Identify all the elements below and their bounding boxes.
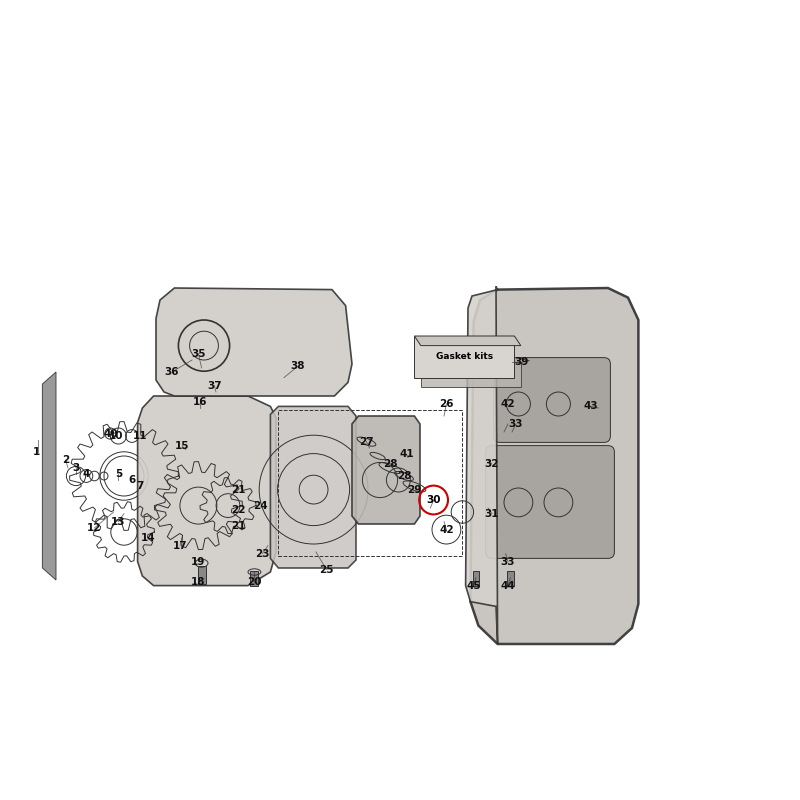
Text: 6: 6 — [128, 475, 136, 485]
Bar — [198, 566, 206, 584]
Text: 15: 15 — [175, 442, 190, 451]
Text: 36: 36 — [165, 367, 179, 377]
Text: 14: 14 — [141, 533, 155, 542]
FancyBboxPatch shape — [414, 336, 514, 378]
Text: 21: 21 — [231, 485, 246, 494]
Text: 39: 39 — [514, 357, 529, 366]
Text: 2: 2 — [62, 455, 70, 465]
Text: 24: 24 — [253, 501, 267, 510]
Text: 22: 22 — [231, 506, 246, 515]
Text: Gasket kits: Gasket kits — [436, 352, 493, 362]
Text: 30: 30 — [426, 495, 441, 505]
Polygon shape — [156, 288, 352, 396]
Text: 40: 40 — [103, 429, 118, 438]
Text: 23: 23 — [255, 549, 270, 558]
Text: 4: 4 — [82, 469, 90, 478]
Bar — [473, 571, 479, 586]
Bar — [250, 571, 258, 586]
Polygon shape — [466, 286, 498, 644]
Polygon shape — [42, 372, 56, 580]
Text: 26: 26 — [439, 399, 454, 409]
Text: 16: 16 — [193, 397, 207, 406]
Polygon shape — [352, 416, 420, 524]
Text: 12: 12 — [87, 523, 102, 533]
Text: 38: 38 — [290, 362, 305, 371]
Text: 11: 11 — [133, 431, 147, 441]
Polygon shape — [414, 336, 521, 346]
Text: 21: 21 — [231, 522, 246, 531]
Text: 10: 10 — [109, 431, 123, 441]
Text: 31: 31 — [485, 509, 499, 518]
Text: 41: 41 — [399, 450, 414, 459]
Text: 17: 17 — [173, 541, 187, 550]
Text: 20: 20 — [247, 578, 262, 587]
Text: 28: 28 — [383, 459, 398, 469]
Text: 33: 33 — [501, 557, 515, 566]
Text: 33: 33 — [509, 419, 523, 429]
Text: 44: 44 — [501, 581, 515, 590]
Text: 35: 35 — [191, 349, 206, 358]
Polygon shape — [270, 406, 356, 568]
Text: 28: 28 — [397, 471, 411, 481]
Text: 7: 7 — [136, 482, 144, 491]
FancyBboxPatch shape — [494, 358, 610, 442]
FancyBboxPatch shape — [421, 362, 521, 387]
Text: 25: 25 — [319, 565, 334, 574]
Text: 29: 29 — [407, 485, 422, 494]
Text: 42: 42 — [439, 525, 454, 534]
Text: 3: 3 — [72, 463, 80, 473]
Polygon shape — [470, 288, 638, 644]
Text: 13: 13 — [111, 517, 126, 526]
Text: 45: 45 — [466, 581, 481, 590]
Text: 32: 32 — [485, 459, 499, 469]
Text: 5: 5 — [114, 469, 122, 478]
Bar — [507, 571, 514, 586]
Polygon shape — [138, 396, 276, 586]
Text: 43: 43 — [583, 402, 598, 411]
FancyBboxPatch shape — [486, 446, 614, 558]
Text: 42: 42 — [501, 399, 515, 409]
Text: 37: 37 — [207, 381, 222, 390]
Text: 1: 1 — [32, 447, 40, 457]
Text: 18: 18 — [191, 578, 206, 587]
Text: 27: 27 — [359, 437, 374, 446]
Text: 19: 19 — [191, 557, 206, 566]
